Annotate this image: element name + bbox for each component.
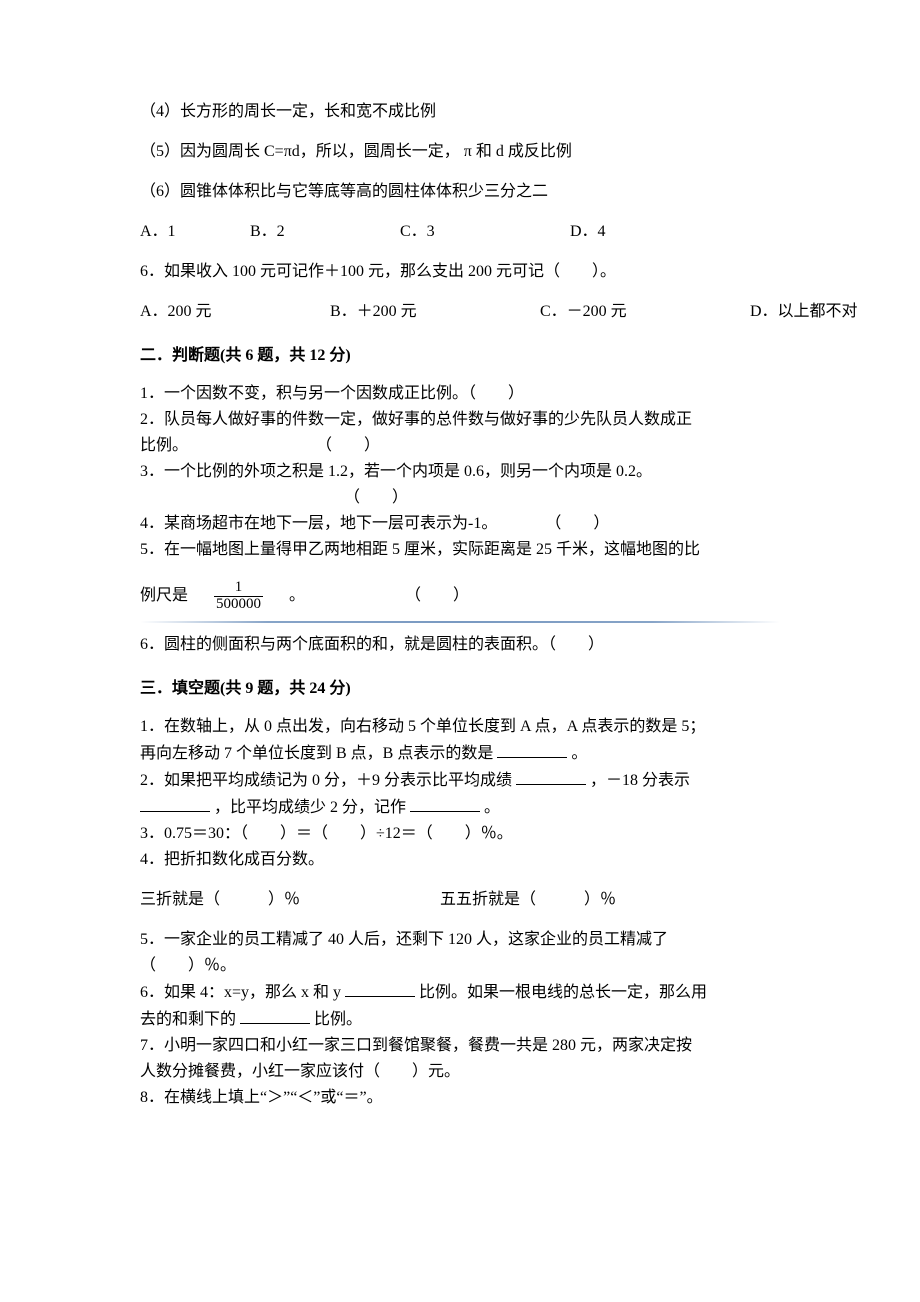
fill-6b-pre: 去的和剩下的 xyxy=(140,1011,236,1028)
fill-2-blank-3[interactable] xyxy=(410,795,480,812)
fill-6a-pre: 6．如果 4：x=y，那么 x 和 y xyxy=(140,984,341,1001)
fill-2-line2: ，比平均成绩少 2 分，记作 。 xyxy=(140,795,780,820)
section-2-header: 二．判断题(共 6 题，共 12 分) xyxy=(140,344,780,368)
judge-2-line1: 2．队员每人做好事的件数一定，做好事的总件数与做好事的少先队员人数成正 xyxy=(140,408,780,432)
judge-5-line1: 5．在一幅地图上量得甲乙两地相距 5 厘米，实际距离是 25 千米，这幅地图的比 xyxy=(140,538,780,562)
exam-page: （4）长方形的周长一定，长和宽不成比例 （5）因为圆周长 C=πd，所以，圆周长… xyxy=(0,0,920,1302)
q6-opt-c: C．－200 元 xyxy=(540,300,750,324)
judge-3-line2: （ ） xyxy=(140,486,780,510)
judge-5-line2: 例尺是 1 500000 。 （ ） xyxy=(140,580,780,613)
fill-4-right: 五五折就是（ ）％ xyxy=(440,888,616,912)
intro-opt-a: A．1 xyxy=(140,220,250,244)
fill-2a-post: ，－18 分表示 xyxy=(590,772,690,789)
fill-6-blank-1[interactable] xyxy=(345,980,415,997)
divider-line xyxy=(140,621,780,623)
fill-6b-post: 比例。 xyxy=(314,1011,362,1028)
fill-1-line2: 再向左移动 7 个单位长度到 B 点，B 点表示的数是 。 xyxy=(140,741,780,766)
judge-6: 6．圆柱的侧面积与两个底面积的和，就是圆柱的表面积。（ ） xyxy=(140,633,780,657)
fill-6a-mid: 比例。如果一根电线的总长一定，那么用 xyxy=(419,984,707,1001)
fraction-denominator: 500000 xyxy=(214,596,263,613)
fill-2b-post: 。 xyxy=(484,799,500,816)
fraction-numerator: 1 xyxy=(233,580,245,596)
judge-4-paren: （ ） xyxy=(545,515,609,532)
judge-4-text: 4．某商场超市在地下一层，地下一层可表示为-1。 xyxy=(140,515,497,532)
judge-5-suffix: 。 xyxy=(289,584,305,608)
judge-4: 4．某商场超市在地下一层，地下一层可表示为-1。 （ ） xyxy=(140,512,780,536)
intro-opt-d: D．4 xyxy=(570,220,630,244)
fill-1-post: 。 xyxy=(571,745,587,762)
intro-item-4: （4）长方形的周长一定，长和宽不成比例 xyxy=(140,100,780,124)
fill-1-pre: 再向左移动 7 个单位长度到 B 点，B 点表示的数是 xyxy=(140,745,493,762)
q6-opt-d: D．以上都不对 xyxy=(750,300,780,324)
intro-options: A．1 B．2 C．3 D．4 xyxy=(140,220,780,244)
judge-5-prefix: 例尺是 xyxy=(140,584,188,608)
intro-item-5: （5）因为圆周长 C=πd，所以，圆周长一定， π 和 d 成反比例 xyxy=(140,140,780,164)
fill-7-line1: 7．小明一家四口和小红一家三口到餐馆聚餐，餐费一共是 280 元，两家决定按 xyxy=(140,1034,780,1058)
judge-3-paren: （ ） xyxy=(344,489,408,506)
fill-7-line2: 人数分摊餐费，小红一家应该付（ ）元。 xyxy=(140,1060,780,1084)
fill-6-blank-2[interactable] xyxy=(240,1007,310,1024)
fill-3: 3．0.75＝30：（ ）＝（ ）÷12＝（ ）％。 xyxy=(140,822,780,846)
intro-opt-b: B．2 xyxy=(250,220,400,244)
fill-2-blank-1[interactable] xyxy=(516,768,586,785)
fill-2-line1: 2．如果把平均成绩记为 0 分，＋9 分表示比平均成绩 ，－18 分表示 xyxy=(140,768,780,793)
q6-text: 6．如果收入 100 元可记作＋100 元，那么支出 200 元可记（ ）。 xyxy=(140,260,780,284)
intro-item-6: （6）圆锥体体积比与它等底等高的圆柱体体积少三分之二 xyxy=(140,180,780,204)
judge-2-prefix: 比例。 xyxy=(140,437,188,454)
fill-6-line2: 去的和剩下的 比例。 xyxy=(140,1007,780,1032)
fill-8: 8．在横线上填上“＞”“＜”或“＝”。 xyxy=(140,1086,780,1110)
judge-1: 1．一个因数不变，积与另一个因数成正比例。（ ） xyxy=(140,382,780,406)
section-3-header: 三．填空题(共 9 题，共 24 分) xyxy=(140,677,780,701)
fill-2a-pre: 2．如果把平均成绩记为 0 分，＋9 分表示比平均成绩 xyxy=(140,772,512,789)
intro-opt-c: C．3 xyxy=(400,220,570,244)
fill-2-blank-2[interactable] xyxy=(140,795,210,812)
fill-1-line1: 1．在数轴上，从 0 点出发，向右移动 5 个单位长度到 A 点，A 点表示的数… xyxy=(140,715,780,739)
fill-5-line1: 5．一家企业的员工精减了 40 人后，还剩下 120 人，这家企业的员工精减了 xyxy=(140,928,780,952)
judge-5-paren: （ ） xyxy=(405,584,469,608)
fill-2b-mid: ，比平均成绩少 2 分，记作 xyxy=(214,799,406,816)
fill-4: 4．把折扣数化成百分数。 xyxy=(140,848,780,872)
q6-opt-b: B．＋200 元 xyxy=(330,300,540,324)
fill-6-line1: 6．如果 4：x=y，那么 x 和 y 比例。如果一根电线的总长一定，那么用 xyxy=(140,980,780,1005)
fraction-scale: 1 500000 xyxy=(214,580,263,613)
q6-options: A．200 元 B．＋200 元 C．－200 元 D．以上都不对 xyxy=(140,300,780,324)
q6-opt-a: A．200 元 xyxy=(140,300,330,324)
judge-3-line1: 3．一个比例的外项之积是 1.2，若一个内项是 0.6，则另一个内项是 0.2。 xyxy=(140,460,780,484)
judge-2-paren: （ ） xyxy=(316,437,380,454)
fill-4-row: 三折就是（ ）％ 五五折就是（ ）％ xyxy=(140,888,780,912)
fill-5-line2: （ ）％。 xyxy=(140,954,780,978)
fill-4-left: 三折就是（ ）％ xyxy=(140,888,440,912)
judge-2-line2: 比例。 （ ） xyxy=(140,434,780,458)
fill-1-blank[interactable] xyxy=(497,741,567,758)
